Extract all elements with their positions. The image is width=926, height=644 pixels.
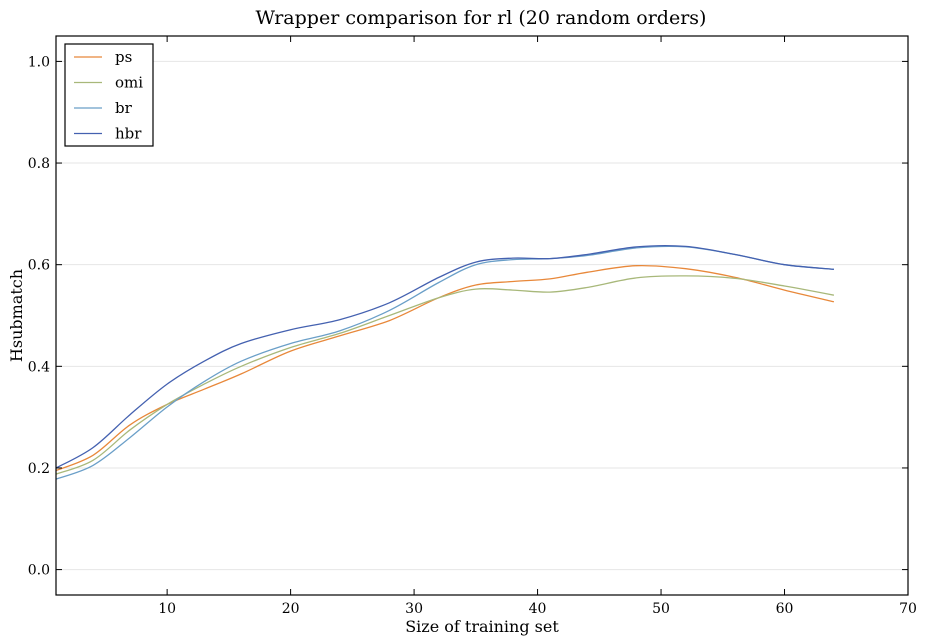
axis-ticks: 10 20 30 40 50 60 70 0.0 0.2 0.4 0.6 0.8 1.0: [28, 36, 917, 617]
x-tick-label: 60: [776, 601, 794, 617]
series-line-hbr: [55, 244, 834, 469]
x-tick-label: 10: [158, 601, 176, 617]
x-axis-label: Size of training set: [405, 617, 559, 636]
y-tick-label: 0.4: [28, 359, 50, 375]
x-tick-label: 30: [405, 601, 423, 617]
x-tick-label: 40: [529, 601, 547, 617]
grid: [56, 60, 908, 571]
y-tick-label: 0.6: [28, 258, 50, 274]
y-tick-label: 0.2: [28, 461, 50, 477]
legend-label-ps: ps: [115, 48, 132, 66]
legend-label-omi: omi: [115, 74, 143, 92]
series-line-br: [55, 245, 834, 480]
x-tick-label: 70: [899, 601, 917, 617]
series-line-omi: [55, 275, 835, 475]
legend-label-hbr: hbr: [115, 125, 142, 143]
chart-title: Wrapper comparison for rl (20 random ord…: [256, 7, 707, 29]
legend: ps omi br hbr: [64, 43, 154, 147]
x-tick-label: 20: [282, 601, 300, 617]
y-axis-label: Hsubmatch: [7, 269, 26, 362]
legend-label-br: br: [115, 99, 133, 117]
y-tick-label: 0.0: [28, 563, 50, 579]
series-layer: [55, 244, 835, 480]
plot-frame: [55, 35, 909, 596]
y-tick-label: 0.8: [28, 156, 50, 172]
x-tick-label: 50: [652, 601, 670, 617]
y-tick-label: 1.0: [28, 54, 50, 70]
legend-box: [64, 43, 154, 147]
